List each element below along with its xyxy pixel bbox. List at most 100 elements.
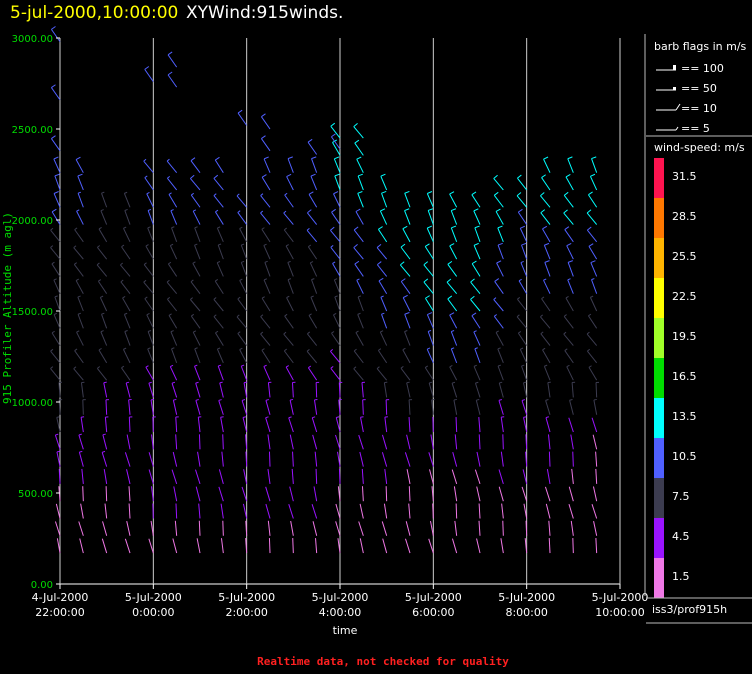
wind-barb [213,314,224,329]
barb-feather [544,260,550,263]
wind-barb [586,348,598,364]
barb-half-feather [50,348,54,352]
wind-barb [337,486,341,502]
barb-shaft [197,451,201,467]
barb-shaft [541,298,551,312]
barb-shaft [222,520,224,536]
barb-shaft [171,227,178,243]
wind-barb [101,312,108,329]
barb-half-feather [378,348,382,351]
barb-shaft [315,538,318,554]
wind-barb [544,260,551,277]
barb-half-feather [520,347,524,350]
wind-barb [175,434,178,450]
wind-barb [240,260,248,277]
barb-shaft [217,365,224,381]
barb-shaft [311,504,318,519]
barb-feather [378,277,384,282]
wind-barb [522,469,528,485]
barb-feather [542,225,548,230]
barb-shaft [447,264,458,277]
barb-shaft [175,417,178,433]
barb-shaft [287,262,294,277]
barb-feather [381,190,387,194]
barb-shaft [564,350,574,364]
wind-barb [548,538,551,554]
barb-shaft [124,452,131,467]
barb-shaft [124,331,131,346]
x-tick-label-date: 4-Jul-2000 [32,591,89,604]
wind-barb [197,416,202,433]
barb-shaft [449,366,458,381]
barb-shaft [586,212,598,225]
barb-shaft [194,348,201,364]
wind-barb [126,469,131,485]
wind-barb [354,260,364,277]
barb-half-feather [242,416,247,418]
barb-shaft [307,367,318,381]
wind-barb [571,468,574,484]
barb-shaft [80,382,84,398]
wind-barb [50,135,61,152]
barb-feather [380,208,386,212]
barb-half-feather [218,364,222,367]
barb-half-feather [261,227,265,230]
barb-shaft [194,227,201,243]
barb-shaft [474,348,481,364]
barb-half-feather [75,278,79,281]
wind-barb [354,139,364,156]
barb-half-feather [217,347,221,350]
barb-shaft [98,349,108,364]
wind-barb [77,191,84,208]
wind-barb [423,261,434,277]
barb-half-feather [215,209,219,213]
barb-shaft [220,503,224,519]
barb-shaft [428,382,434,398]
barb-feather [75,156,81,160]
colorbar-label: 22.5 [672,290,697,303]
barb-shaft [50,87,61,101]
barb-half-feather [121,365,125,369]
wind-barb [308,191,318,208]
wind-barb [309,261,318,277]
barb-shaft [408,399,411,415]
barb-feather [51,135,56,139]
barb-feather [473,208,479,212]
wind-barb [405,538,411,554]
barb-feather [355,208,361,212]
wind-barb [520,260,528,277]
barb-shaft [330,229,341,243]
barb-half-feather [237,296,241,300]
wind-barb [124,538,131,554]
barb-shaft [359,538,364,554]
barb-shaft [399,264,411,277]
wind-barb [147,208,154,225]
barb-half-feather [143,158,147,162]
barb-shaft [198,520,201,536]
barb-feather [423,261,429,266]
barb-half-feather [50,245,54,248]
barb-shaft [101,452,108,467]
barb-shaft [564,229,574,243]
barb-shaft [547,382,551,398]
barb-shaft [428,538,434,554]
barb-shaft [471,263,481,277]
barb-half-feather [77,191,82,194]
barb-half-feather [449,365,453,368]
wind-barb [243,381,248,398]
barb-shaft [237,112,248,126]
wind-barb [308,313,318,329]
wind-barb [170,209,178,225]
wind-barb [50,26,61,42]
barb-half-feather [241,243,245,246]
wind-barb [175,416,179,433]
barb-shaft [311,158,318,173]
wind-barb [543,278,551,294]
barb-shaft [334,296,341,312]
colorbar-label: 4.5 [672,530,690,543]
barb-half-feather [215,330,219,334]
barb-shaft [337,538,341,554]
barb-shaft [355,332,364,346]
wind-barb [82,399,86,415]
barb-shaft [99,297,108,312]
